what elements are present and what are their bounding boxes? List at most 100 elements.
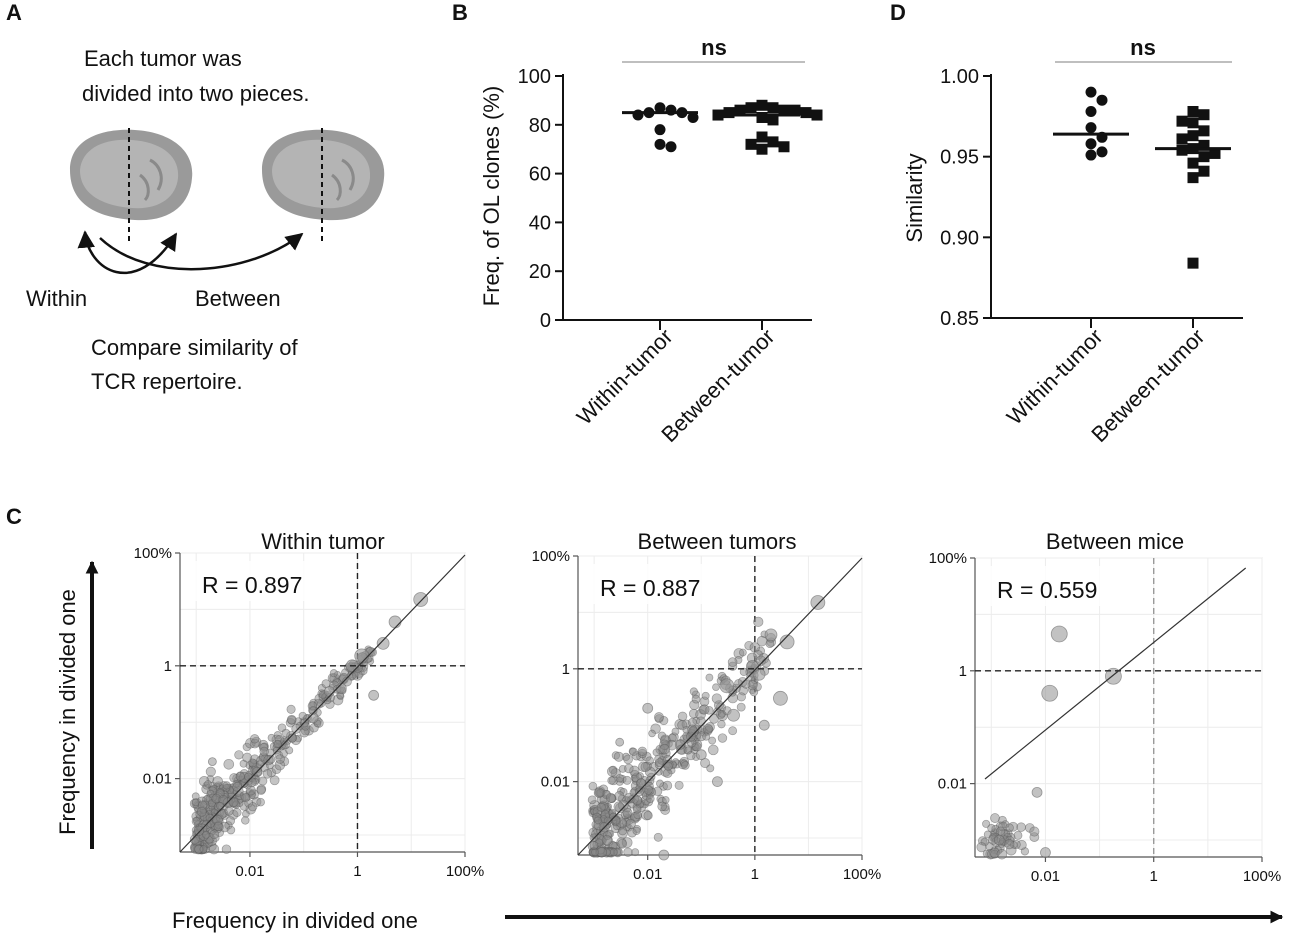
data-point xyxy=(634,787,644,797)
y-tick-label: 1 xyxy=(959,663,967,680)
data-point xyxy=(736,702,746,712)
data-point xyxy=(255,760,265,769)
annotation-background xyxy=(987,566,1115,606)
data-point xyxy=(663,761,673,771)
data-point xyxy=(1040,847,1051,858)
y-tick-label: 0.01 xyxy=(541,774,570,791)
data-point xyxy=(734,679,743,688)
y-tick-label: 100% xyxy=(532,548,570,565)
data-point xyxy=(739,667,749,676)
y-tick-label: 0.01 xyxy=(143,771,172,788)
data-point xyxy=(307,712,319,724)
data-point xyxy=(247,777,257,788)
x-tick-label: 100% xyxy=(843,866,881,883)
x-tick-label: 1 xyxy=(751,866,759,883)
data-point xyxy=(987,823,996,833)
panel-a: A Each tumor was divided into two pieces… xyxy=(6,0,385,394)
data-point xyxy=(1031,786,1043,798)
data-point xyxy=(703,723,713,734)
data-point xyxy=(712,683,720,692)
data-point xyxy=(982,819,991,828)
data-point xyxy=(1041,684,1059,702)
data-point xyxy=(728,726,738,736)
data-point xyxy=(1085,105,1097,117)
data-point xyxy=(216,801,225,811)
data-point xyxy=(695,749,707,761)
data-point xyxy=(701,691,710,700)
data-point xyxy=(413,592,429,607)
data-point xyxy=(643,810,653,821)
data-point xyxy=(756,131,768,143)
data-point xyxy=(689,687,698,696)
data-point xyxy=(680,761,690,770)
data-point xyxy=(696,716,706,727)
data-point xyxy=(256,797,265,807)
data-point xyxy=(706,764,715,773)
data-point xyxy=(615,773,625,783)
data-point xyxy=(654,102,666,114)
panel-a-caption-bottom-1: Compare similarity of xyxy=(91,335,298,360)
data-point xyxy=(202,830,211,839)
data-point xyxy=(1096,94,1108,106)
data-point xyxy=(617,838,627,849)
panel-d-ylabel: Similarity xyxy=(902,153,927,242)
data-point xyxy=(623,754,633,765)
data-point xyxy=(213,821,223,832)
data-point xyxy=(623,847,633,857)
data-point xyxy=(990,813,1000,823)
data-point xyxy=(1085,86,1097,98)
data-point xyxy=(605,792,616,803)
data-point xyxy=(1187,117,1199,129)
data-point xyxy=(323,686,335,697)
data-point xyxy=(654,138,666,150)
data-point xyxy=(196,806,207,817)
data-point xyxy=(711,693,722,704)
data-point xyxy=(207,757,217,767)
data-point xyxy=(677,711,688,722)
data-point xyxy=(671,727,680,736)
y-tick-label: 1 xyxy=(562,661,570,678)
data-point xyxy=(1096,146,1108,158)
data-point xyxy=(205,766,216,777)
data-point xyxy=(614,790,625,801)
data-point xyxy=(996,826,1006,836)
data-point xyxy=(658,849,670,861)
data-point xyxy=(691,694,701,704)
data-point xyxy=(773,690,788,706)
data-point xyxy=(778,104,790,116)
data-point xyxy=(1004,839,1015,850)
data-point xyxy=(643,785,653,795)
data-point xyxy=(646,794,655,803)
data-point xyxy=(329,669,338,678)
y-tick-label: 0.95 xyxy=(940,147,979,169)
label-between: Between xyxy=(195,286,281,311)
data-point xyxy=(232,807,242,817)
data-point xyxy=(778,141,790,153)
data-point xyxy=(756,143,768,155)
data-point xyxy=(607,766,618,777)
data-point xyxy=(800,107,812,119)
data-point xyxy=(648,729,656,738)
data-point xyxy=(996,848,1008,860)
data-point xyxy=(1187,157,1199,169)
y-tick-label: 40 xyxy=(529,212,551,234)
data-point xyxy=(1198,109,1210,121)
data-point xyxy=(739,648,747,657)
data-point xyxy=(291,723,302,734)
data-point xyxy=(235,771,245,781)
between-arrow xyxy=(99,232,304,271)
data-point xyxy=(241,816,250,825)
panel-c-ylabel: Frequency in divided one xyxy=(55,589,80,835)
subplot-2-title: Between tumors xyxy=(638,529,797,554)
data-point xyxy=(745,660,759,673)
data-point xyxy=(609,848,618,857)
data-point xyxy=(708,736,717,745)
data-point xyxy=(1187,172,1199,184)
data-point xyxy=(259,746,269,757)
y-tick-label: 80 xyxy=(529,115,551,137)
data-point xyxy=(717,719,726,729)
data-point xyxy=(248,802,258,812)
data-point xyxy=(1085,122,1097,134)
data-point xyxy=(632,826,641,835)
data-point xyxy=(662,780,673,791)
